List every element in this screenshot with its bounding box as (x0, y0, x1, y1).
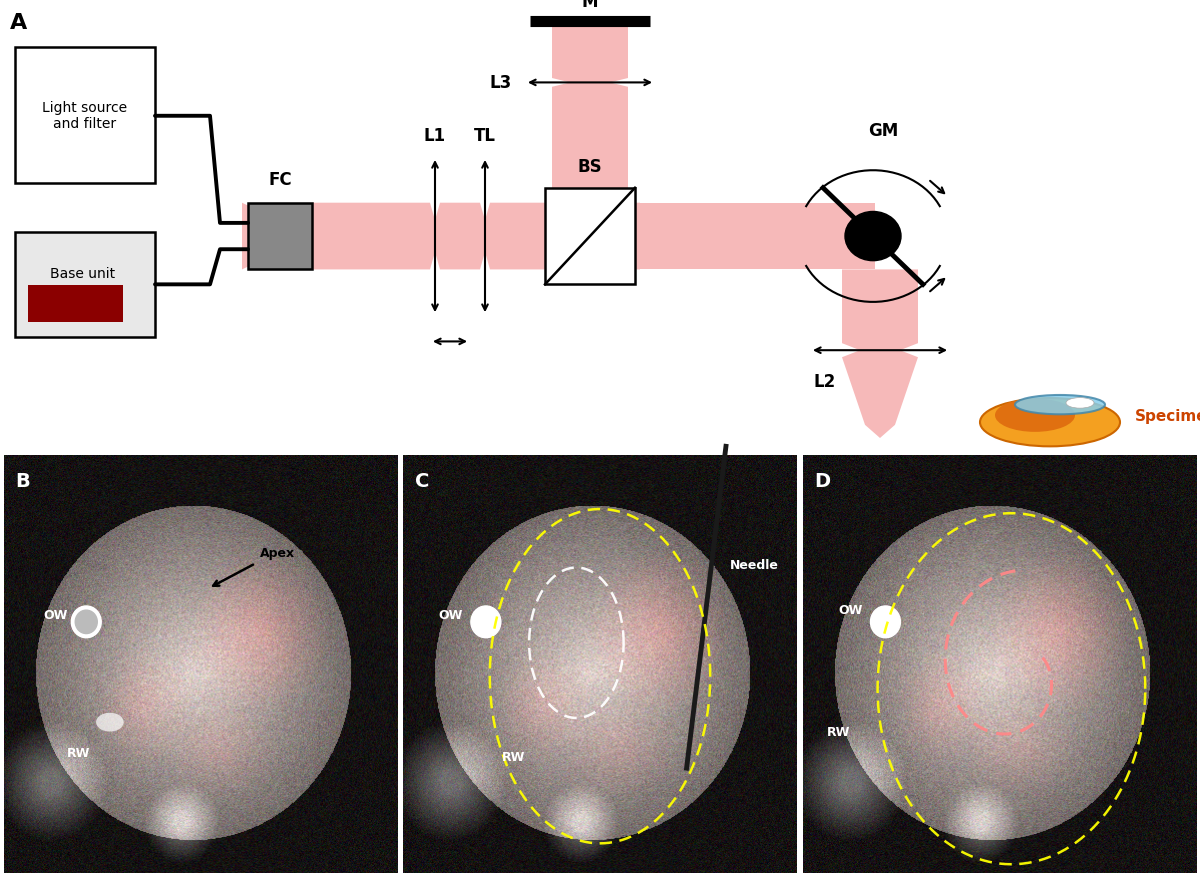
Text: TL: TL (474, 126, 496, 145)
Text: C: C (415, 472, 430, 491)
Text: L3: L3 (490, 75, 512, 92)
Ellipse shape (995, 399, 1075, 432)
Polygon shape (842, 270, 918, 438)
Text: GM: GM (868, 122, 898, 140)
Text: OW: OW (439, 608, 463, 621)
Ellipse shape (1015, 396, 1105, 415)
FancyBboxPatch shape (28, 286, 124, 323)
Text: Specimen: Specimen (1135, 408, 1200, 424)
Circle shape (845, 212, 901, 261)
FancyBboxPatch shape (14, 48, 155, 184)
Text: Apex: Apex (259, 546, 294, 560)
Polygon shape (552, 22, 628, 203)
Text: D: D (815, 472, 830, 491)
Text: OW: OW (839, 603, 863, 617)
Polygon shape (312, 203, 640, 270)
Text: RW: RW (66, 745, 90, 759)
Text: OW: OW (43, 608, 67, 621)
Text: RW: RW (502, 750, 524, 763)
FancyBboxPatch shape (545, 189, 635, 285)
Text: L1: L1 (424, 126, 446, 145)
Polygon shape (242, 203, 312, 270)
Text: RW: RW (827, 725, 850, 738)
Circle shape (470, 606, 500, 638)
Text: L2: L2 (814, 373, 836, 391)
Ellipse shape (1066, 398, 1094, 409)
Text: B: B (16, 472, 30, 491)
Text: A: A (10, 13, 28, 33)
Text: Light source
and filter: Light source and filter (42, 101, 127, 132)
Polygon shape (545, 189, 635, 285)
Circle shape (870, 606, 900, 638)
Ellipse shape (980, 398, 1120, 447)
Text: Base unit: Base unit (50, 267, 115, 281)
Ellipse shape (96, 713, 124, 731)
Text: Needle: Needle (730, 558, 779, 571)
FancyBboxPatch shape (14, 232, 155, 338)
Polygon shape (640, 203, 875, 270)
Text: FC: FC (268, 170, 292, 189)
Text: M: M (582, 0, 599, 11)
FancyBboxPatch shape (248, 203, 312, 270)
Text: BS: BS (577, 157, 602, 175)
Circle shape (71, 606, 101, 638)
Circle shape (76, 610, 97, 634)
